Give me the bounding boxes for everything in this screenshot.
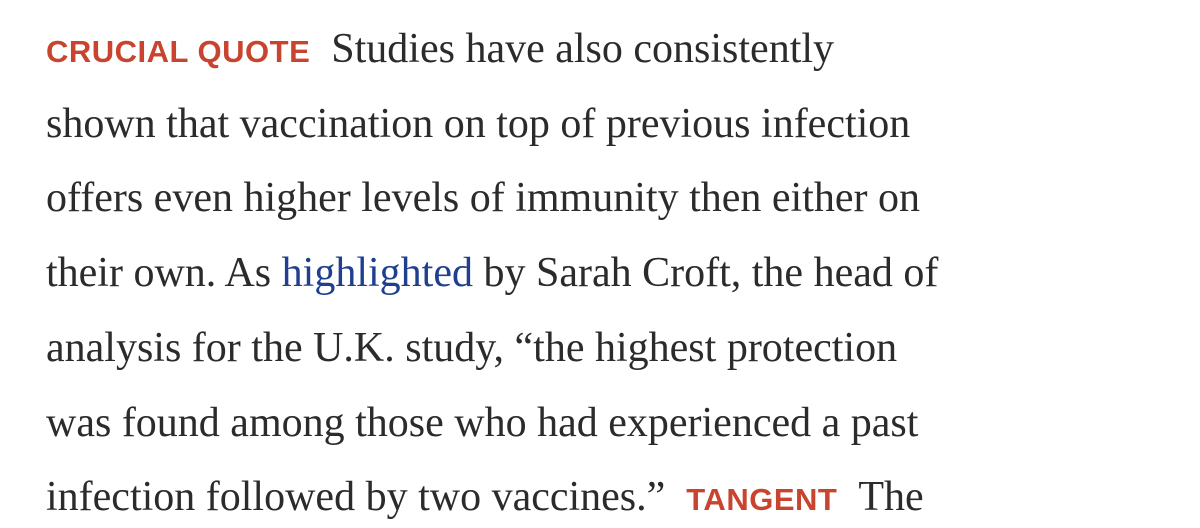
line-7-text: infection followed by two vaccines.” (46, 474, 666, 520)
paragraph-line-6: was found among those who had experience… (46, 402, 918, 444)
line-4-text-end: by Sarah Croft, the head of (483, 250, 939, 296)
line-3-text: offers even higher levels of immunity th… (46, 175, 920, 221)
line-2-text: shown that vaccination on top of previou… (46, 101, 911, 147)
paragraph-line-7: infection followed by two vaccines.” TAN… (46, 476, 924, 518)
line-7-continuation: The (858, 474, 924, 520)
paragraph-line-5: analysis for the U.K. study, “the highes… (46, 327, 897, 369)
line-1-text: Studies have also consistently (331, 26, 835, 72)
highlighted-link[interactable]: highlighted (281, 250, 473, 296)
paragraph-line-1: CRUCIAL QUOTE Studies have also consiste… (46, 28, 834, 70)
paragraph-line-2: shown that vaccination on top of previou… (46, 103, 910, 145)
tangent-tag: TANGENT (686, 482, 838, 517)
line-6-text: was found among those who had experience… (46, 400, 919, 446)
paragraph-line-4: their own. As highlighted by Sarah Croft… (46, 252, 938, 294)
paragraph-line-3: offers even higher levels of immunity th… (46, 177, 920, 219)
crucial-quote-tag: CRUCIAL QUOTE (46, 34, 311, 69)
line-5-text: analysis for the U.K. study, “the highes… (46, 325, 898, 371)
line-4-text-start: their own. As (46, 250, 272, 296)
